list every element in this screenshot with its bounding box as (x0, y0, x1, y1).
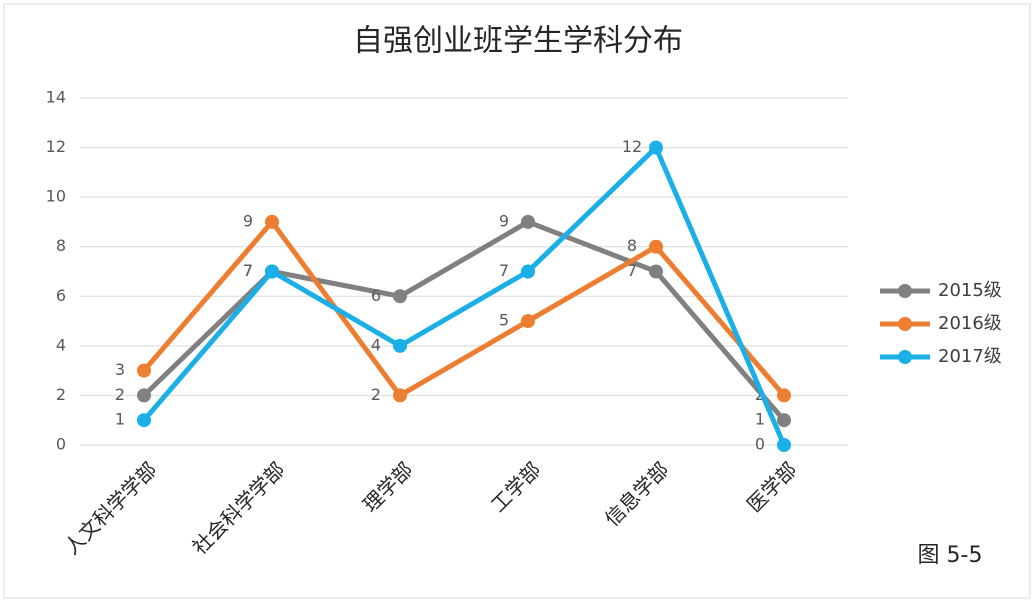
data-label: 3 (115, 360, 125, 379)
point (393, 289, 407, 304)
point (649, 140, 663, 155)
data-label: 4 (371, 335, 381, 354)
y-tick-label: 12 (46, 137, 66, 156)
data-label: 9 (499, 211, 509, 230)
data-label: 2 (115, 385, 125, 404)
point (137, 413, 151, 428)
data-label: 5 (499, 311, 509, 330)
point (521, 214, 535, 229)
annotation: 图 5-5 (918, 543, 983, 568)
y-tick-label: 14 (46, 88, 66, 107)
legend-marker (898, 284, 912, 298)
data-label: 9 (243, 211, 253, 230)
point (777, 413, 791, 428)
series-line (142, 145, 787, 446)
point (393, 388, 407, 403)
legend-label: 2017级 (938, 346, 1002, 367)
point (649, 264, 663, 279)
data-label: 7 (499, 261, 509, 280)
data-label: 7 (243, 261, 253, 280)
series-line (142, 219, 786, 398)
series-line (142, 219, 786, 422)
point (777, 438, 791, 452)
data-label: 12 (622, 137, 642, 156)
data-label: 1 (115, 410, 125, 429)
point (521, 314, 535, 329)
legend-marker (898, 350, 912, 364)
legend-label: 2016级 (938, 313, 1002, 334)
data-label: 7 (627, 261, 637, 280)
y-tick-label: 2 (56, 385, 66, 404)
data-label: 8 (627, 236, 637, 255)
data-label: 0 (755, 435, 765, 454)
data-label: 6 (371, 286, 381, 305)
frame (3, 3, 1031, 599)
y-tick-label: 6 (56, 286, 66, 305)
y-tick-label: 0 (56, 435, 66, 454)
point (777, 388, 791, 403)
legend-marker (898, 317, 912, 331)
data-label: 2 (371, 385, 381, 404)
point (137, 363, 151, 378)
y-tick-label: 4 (56, 335, 66, 354)
point (265, 214, 279, 229)
y-tick-label: 8 (56, 236, 66, 255)
point (521, 264, 535, 279)
data-label: 7 (243, 261, 253, 280)
data-label: 1 (755, 410, 765, 429)
y-tick-label: 10 (46, 187, 66, 206)
point (649, 239, 663, 254)
chart-title: 自强创业班学生学科分布 (353, 24, 683, 59)
point (265, 264, 279, 279)
legend-label: 2015级 (938, 280, 1002, 301)
point (137, 388, 151, 403)
point (393, 338, 407, 353)
